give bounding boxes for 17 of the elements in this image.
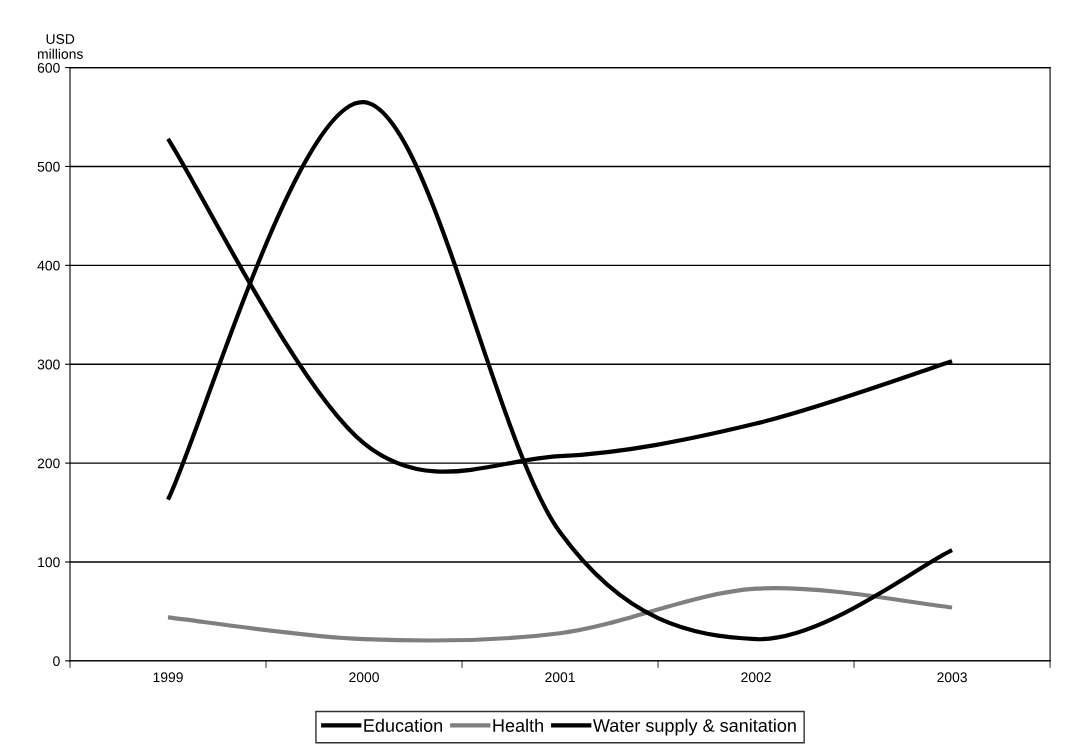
legend-label: Education [364,718,443,732]
line-series [165,586,955,643]
x-tick-label: 1999 [153,672,183,683]
y-tick-label: 100 [38,557,60,568]
x-tick-label: 2003 [937,672,967,683]
y-axis-title: USD millions [37,34,83,59]
x-tick-label: 2002 [741,672,771,683]
y-tick-label: 600 [37,62,60,73]
x-tick-label: 2001 [545,672,575,683]
x-tick-label: 2000 [349,672,379,683]
legend-label: Health [493,718,543,732]
y-tick-label: 500 [37,161,60,172]
legend-label: Water supply & sanitation [592,718,796,736]
y-tick-label: 300 [37,359,60,370]
y-tick-label: 200 [37,458,60,469]
y-tick-label: 0 [53,656,60,667]
y-tick-label: 400 [37,260,60,271]
